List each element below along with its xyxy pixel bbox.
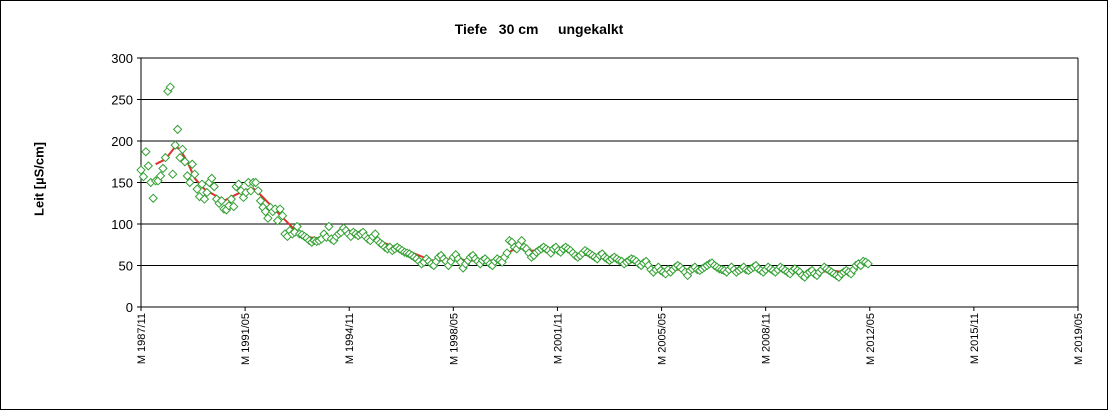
- data-point: [292, 221, 302, 232]
- data-point: [209, 181, 219, 192]
- data-point: [275, 204, 285, 214]
- x-tick-label: M 2012/05: [865, 313, 877, 365]
- data-point: [136, 165, 146, 175]
- data-point: [182, 171, 193, 181]
- data-point: [138, 171, 149, 182]
- data-point: [272, 215, 283, 226]
- data-point: [155, 171, 166, 181]
- data-point: [207, 173, 217, 184]
- data-point: [160, 152, 171, 163]
- y-tick-label: 100: [111, 217, 133, 232]
- data-point: [141, 147, 151, 157]
- y-tick-label: 200: [111, 134, 133, 149]
- data-point: [324, 221, 334, 232]
- data-point: [216, 196, 227, 206]
- y-tick-label: 50: [119, 259, 133, 274]
- data-point: [502, 248, 512, 258]
- data-point: [180, 157, 190, 167]
- data-point: [170, 140, 180, 150]
- y-tick-label: 150: [111, 176, 133, 191]
- data-point: [192, 184, 202, 194]
- data-point: [177, 144, 188, 155]
- y-tick-label: 0: [126, 300, 133, 315]
- x-tick-label: M 1994/11: [344, 313, 356, 364]
- data-point: [250, 177, 261, 188]
- data-point: [263, 213, 273, 223]
- data-point: [199, 194, 210, 204]
- x-tick-label: M 1987/11: [136, 313, 148, 364]
- data-point: [197, 179, 207, 189]
- y-tick-label: 300: [111, 51, 133, 66]
- data-point: [185, 177, 195, 188]
- data-point: [143, 161, 154, 171]
- data-point: [233, 179, 244, 189]
- x-tick-label: M 1998/05: [448, 313, 460, 365]
- data-point: [253, 186, 263, 196]
- x-tick-label: M 2008/11: [761, 313, 773, 364]
- data-point: [229, 201, 239, 212]
- data-point: [260, 206, 271, 217]
- chart-title: Tiefe 30 cm ungekalkt: [454, 21, 624, 37]
- data-point: [516, 235, 527, 246]
- x-tick-label: M 2015/11: [969, 313, 981, 364]
- data-point: [175, 152, 185, 163]
- x-tick-label: M 2001/11: [552, 313, 564, 364]
- data-point: [863, 259, 873, 269]
- data-point: [172, 124, 183, 135]
- x-tick-label: M 2005/05: [657, 313, 669, 365]
- data-point: [148, 193, 158, 203]
- data-point: [168, 169, 178, 179]
- y-tick-label: 250: [111, 93, 133, 108]
- data-point: [165, 82, 175, 92]
- data-point: [255, 196, 266, 206]
- data-point: [370, 229, 380, 239]
- data-point: [277, 210, 288, 221]
- x-tick-label: M 2019/05: [1073, 313, 1085, 365]
- x-tick-label: M 1991/05: [240, 313, 252, 365]
- data-point: [189, 169, 200, 179]
- data-point: [202, 187, 212, 198]
- data-point: [187, 159, 197, 169]
- data-point: [246, 186, 256, 196]
- data-point: [226, 194, 236, 204]
- data-point: [158, 163, 168, 174]
